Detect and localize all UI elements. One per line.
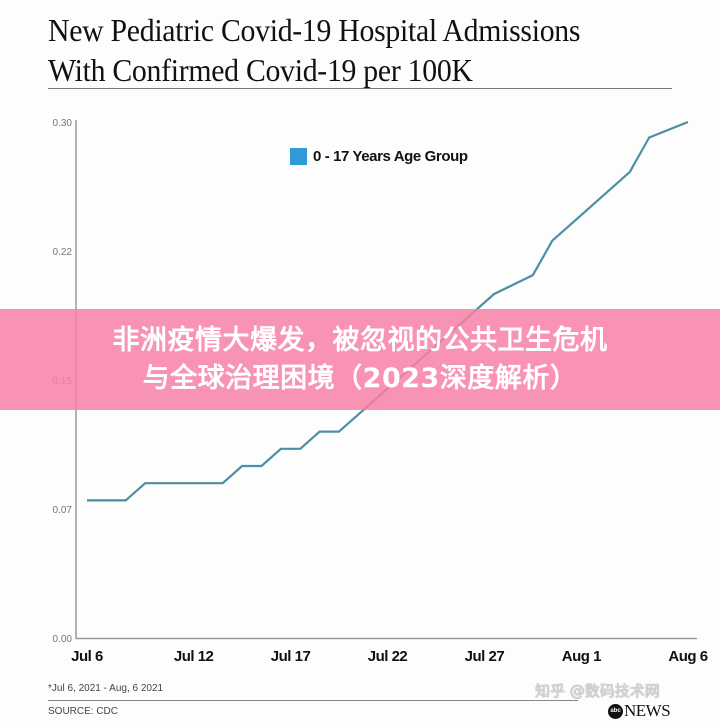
chart-title: New Pediatric Covid-19 Hospital Admissio…	[48, 10, 580, 90]
x-tick-label: Jul 12	[174, 648, 214, 665]
chart-title-line2: With Confirmed Covid-19 per 100K	[48, 52, 473, 88]
x-tick-labels: Jul 6 Jul 12 Jul 17 Jul 22 Jul 27 Aug 1 Aug 6	[71, 648, 708, 665]
abc-news-logo: abc NEWS	[608, 701, 671, 721]
overlay-banner: 非洲疫情大爆发，被忽视的公共卫生危机 与全球治理困境（2023深度解析）	[0, 309, 720, 410]
banner-line1: 非洲疫情大爆发，被忽视的公共卫生危机	[112, 324, 608, 356]
x-tick-label: Aug 1	[562, 648, 601, 665]
watermark: 知乎 @数码技术网	[535, 682, 660, 700]
y-tick-label: 0.00	[53, 634, 73, 645]
chart-title-line1: New Pediatric Covid-19 Hospital Admissio…	[48, 12, 581, 48]
x-tick-label: Aug 6	[668, 648, 707, 665]
abc-logo-icon: abc	[608, 703, 623, 719]
legend-label: 0 - 17 Years Age Group	[313, 148, 468, 165]
date-range-footnote: *Jul 6, 2021 - Aug, 6 2021	[48, 683, 164, 694]
x-tick-label: Jul 17	[271, 648, 311, 665]
source-label: SOURCE: CDC	[48, 706, 119, 717]
y-tick-label: 0.30	[53, 118, 73, 129]
y-tick-label: 0.07	[53, 505, 73, 516]
x-tick-label: Jul 6	[71, 648, 103, 665]
title-divider	[48, 88, 672, 89]
footer-divider	[48, 700, 578, 701]
chart-legend: 0 - 17 Years Age Group	[290, 148, 468, 165]
news-wordmark: NEWS	[624, 701, 671, 720]
legend-swatch	[290, 148, 307, 165]
y-tick-label: 0.22	[53, 247, 73, 258]
x-tick-label: Jul 27	[465, 648, 505, 665]
x-tick-label: Jul 22	[368, 648, 408, 665]
banner-line2: 与全球治理困境（2023深度解析）	[142, 362, 578, 394]
